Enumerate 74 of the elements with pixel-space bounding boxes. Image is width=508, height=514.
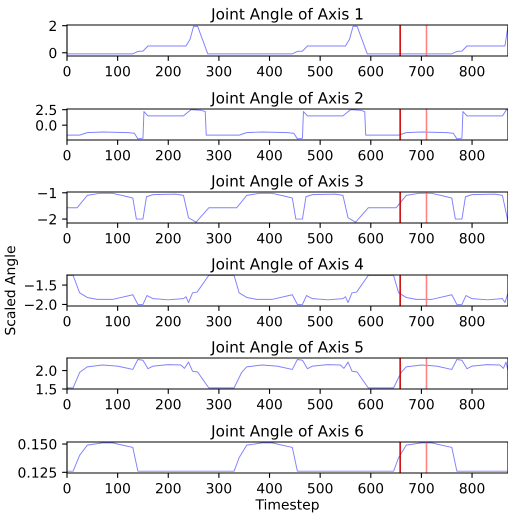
x-tick-label: 600 [358, 150, 384, 160]
x-tick-label: 300 [206, 398, 232, 410]
chart-title: Joint Angle of Axis 3 [210, 174, 363, 190]
x-tick-label: 800 [460, 232, 484, 244]
x-tick-label: 300 [206, 316, 232, 326]
x-tick-label: 700 [409, 232, 434, 244]
x-tick-label: 800 [460, 398, 484, 410]
x-tick-label: 100 [106, 316, 130, 326]
x-tick-label: 800 [460, 66, 484, 76]
chart-title: Joint Angle of Axis 1 [210, 8, 362, 23]
x-tick-label: 200 [156, 66, 181, 76]
y-tick-label: 0.150 [18, 439, 56, 450]
y-tick-label: −1.5 [25, 280, 56, 291]
x-tick-label: 0 [63, 482, 70, 494]
x-tick-label: 500 [308, 398, 332, 410]
x-tick-label: 200 [156, 482, 181, 494]
x-tick-label: 100 [106, 66, 130, 76]
x-tick-label: 700 [409, 316, 434, 326]
y-tick-label: 2.0 [36, 366, 56, 376]
x-tick-label: 700 [409, 150, 434, 160]
y-tick-label: 0 [49, 48, 56, 58]
x-tick-label: 600 [358, 316, 384, 326]
x-tick-label: 200 [156, 398, 181, 410]
x-tick-label: 800 [460, 150, 484, 160]
x-tick-label: 700 [409, 398, 434, 410]
x-tick-label: 300 [206, 150, 232, 160]
x-tick-label: 500 [308, 316, 332, 326]
x-tick-label: 400 [256, 398, 282, 410]
x-tick-label: 500 [308, 482, 332, 494]
x-tick-label: 400 [256, 482, 282, 494]
x-tick-label: 0 [63, 66, 70, 76]
y-tick-label: 0.0 [36, 120, 56, 131]
y-axis-title: Scaled Angle [4, 246, 18, 335]
y-tick-label: −2.0 [25, 299, 56, 310]
y-tick-label: 2.5 [36, 104, 56, 116]
x-tick-label: 100 [106, 232, 130, 244]
x-tick-label: 0 [63, 232, 70, 244]
x-tick-label: 600 [358, 398, 384, 410]
y-tick-label: 0.125 [18, 467, 56, 478]
y-tick-label: 2 [49, 20, 56, 31]
x-tick-label: 400 [256, 150, 282, 160]
y-tick-label: −2 [38, 214, 56, 224]
x-tick-label: 700 [409, 482, 434, 494]
x-tick-label: 400 [256, 66, 282, 76]
x-tick-label: 100 [106, 482, 130, 494]
chart-title: Joint Angle of Axis 2 [210, 92, 362, 107]
x-tick-label: 400 [256, 232, 282, 244]
x-tick-label: 800 [460, 482, 484, 494]
x-tick-label: 300 [206, 232, 232, 244]
x-tick-label: 200 [156, 232, 181, 244]
x-tick-label: 600 [358, 66, 384, 76]
x-tick-label: 100 [106, 398, 130, 410]
x-tick-label: 400 [256, 316, 282, 326]
x-tick-label: 500 [308, 150, 332, 160]
x-tick-label: 700 [409, 66, 434, 76]
x-tick-label: 200 [156, 316, 181, 326]
chart-title: Joint Angle of Axis 5 [210, 340, 363, 356]
x-tick-label: 100 [106, 150, 130, 160]
x-tick-label: 200 [156, 150, 181, 160]
x-tick-label: 0 [63, 150, 70, 160]
x-tick-label: 600 [358, 232, 384, 244]
x-tick-label: 500 [308, 232, 332, 244]
y-tick-label: 1.5 [36, 384, 56, 394]
x-tick-label: 800 [460, 316, 484, 326]
x-tick-label: 600 [358, 482, 384, 494]
x-tick-label: 300 [206, 66, 232, 76]
x-tick-label: 300 [206, 482, 232, 494]
y-tick-label: −1 [38, 188, 56, 198]
chart-title: Joint Angle of Axis 4 [210, 258, 364, 273]
x-tick-label: 0 [63, 316, 70, 326]
chart-title: Joint Angle of Axis 6 [210, 424, 363, 440]
x-tick-label: 500 [308, 66, 332, 76]
x-axis-title: Timestep [255, 498, 319, 512]
x-tick-label: 0 [63, 398, 70, 410]
